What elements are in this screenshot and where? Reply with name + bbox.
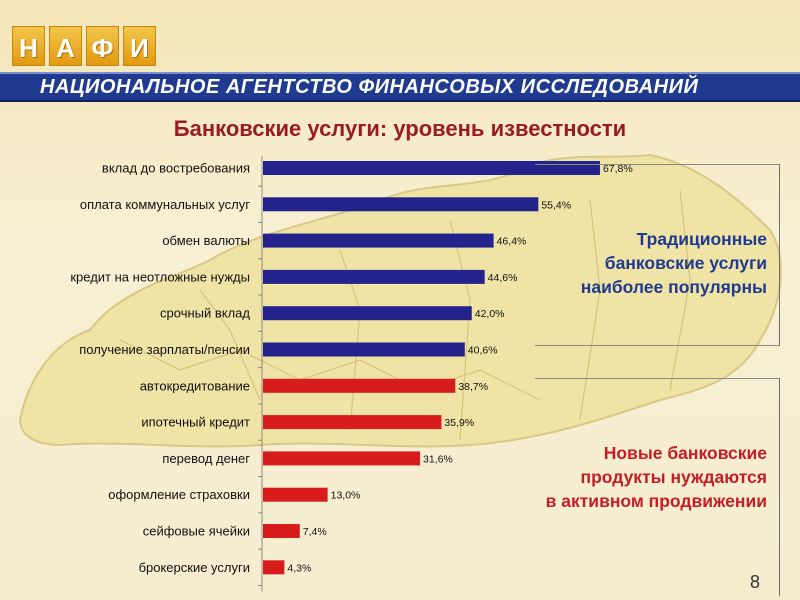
value-label: 35,9% [444,417,474,429]
category-label: перевод денег [162,451,250,466]
value-label: 44,6% [488,272,518,284]
category-label: оформление страховки [108,487,250,502]
value-label: 67,8% [603,163,633,175]
logo-letter: Н [12,26,45,66]
note-line: Традиционные [636,229,767,249]
bar [263,269,485,284]
bar [263,524,300,538]
note-line: Новые банковские [603,443,767,463]
bar [263,306,472,321]
header-banner: НАЦИОНАЛЬНОЕ АГЕНТСТВО ФИНАНСОВЫХ ИССЛЕД… [0,72,800,102]
note-line: банковские услуги [604,253,767,273]
value-label: 38,7% [458,381,488,393]
note-line: продукты нуждаются [580,467,767,487]
russia-map-background [18,153,782,448]
value-label: 13,0% [331,490,361,502]
chart-title: Банковские услуги: уровень известности [173,116,627,141]
value-label: 42,0% [475,308,505,320]
category-label: срочный вклад [160,306,250,321]
logo-letter: И [123,26,156,66]
page-number: 8 [749,572,760,592]
category-label: оплата коммунальных услуг [80,197,250,212]
bar [263,560,285,575]
logo-letter: Ф [86,26,119,66]
nafi-logo: Н А Ф И [12,26,160,66]
bar [263,233,494,248]
category-label: сейфовые ячейки [143,524,250,539]
category-label: ипотечный кредит [141,415,250,430]
value-label: 40,6% [468,345,498,357]
banner-title: НАЦИОНАЛЬНОЕ АГЕНТСТВО ФИНАНСОВЫХ ИССЛЕД… [40,75,699,98]
value-label: 7,4% [303,526,327,538]
category-label: брокерские услуги [139,560,250,575]
value-label: 4,3% [287,562,311,574]
note-line: в активном продвижении [545,491,767,511]
traditional-services-panel: Традиционные банковские услуги наиболее … [535,164,780,346]
category-label: получение зарплаты/пенсии [79,342,250,357]
category-label: вклад до востребования [102,161,250,176]
note-line: наиболее популярны [580,277,767,297]
new-products-note: Новые банковские продукты нуждаются в ак… [546,441,767,513]
bar [263,487,328,502]
bar [263,342,465,357]
bar [263,415,442,430]
value-label: 46,4% [497,236,527,248]
category-label: кредит на неотложные нужды [70,269,250,284]
value-label: 31,6% [423,453,453,465]
traditional-services-note: Традиционные банковские услуги наиболее … [581,227,767,299]
bar [263,161,600,175]
bar [263,451,421,466]
logo-letter: А [49,26,82,66]
category-label: обмен валюты [162,233,250,248]
new-products-panel: Новые банковские продукты нуждаются в ак… [535,378,780,596]
bar [263,197,539,212]
value-label: 55,4% [541,199,571,211]
category-label: автокредитование [140,378,250,393]
bar [263,378,456,393]
